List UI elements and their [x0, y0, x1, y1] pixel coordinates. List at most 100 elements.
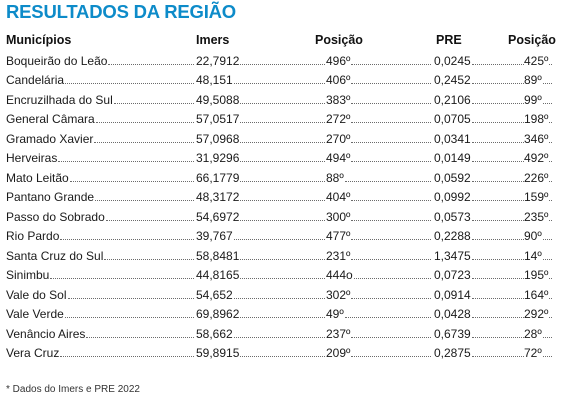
- cell-posicao-imers-text: 300º: [326, 209, 352, 225]
- cell-posicao-imers: 406º: [326, 69, 431, 88]
- table-row: Boqueirão do Leão 22,7912 496º 0,0245 425º: [0, 49, 569, 69]
- leader-dots: [50, 278, 194, 279]
- table-row: General Câmara 57,0517 272º 0,0705 198º: [0, 108, 569, 127]
- cell-pre-text: 0,0705: [434, 112, 472, 127]
- leader-dots: [240, 122, 351, 123]
- header-pre: PRE: [436, 33, 462, 47]
- cell-imers: 49,5088: [196, 88, 351, 108]
- cell-posicao-pre: 198º: [524, 108, 550, 127]
- leader-dots: [86, 336, 194, 338]
- leader-dots: [471, 200, 552, 201]
- cell-municipio-text: Sinimbu: [6, 268, 51, 283]
- header-municipios: Municípios: [6, 33, 72, 47]
- cell-posicao-pre-text: 164º: [524, 287, 550, 303]
- leader-dots: [240, 180, 351, 182]
- leader-dots: [471, 141, 552, 143]
- leader-dots: [65, 83, 194, 84]
- cell-posicao-pre-text: 159º: [524, 190, 550, 205]
- cell-municipio: Venâncio Aires: [6, 322, 194, 342]
- cell-imers: 54,6972: [196, 205, 351, 225]
- cell-imers: 31,9296: [196, 147, 351, 166]
- cell-posicao-pre-text: 89º: [524, 73, 543, 88]
- cell-posicao-imers: 477º: [326, 225, 431, 244]
- leader-dots: [233, 83, 351, 84]
- leader-dots: [95, 122, 194, 123]
- cell-posicao-imers: 270º: [326, 127, 431, 147]
- leader-dots: [471, 317, 552, 318]
- table-row: Vale Verde 69,8962 49º 0,0428 292º: [0, 303, 569, 322]
- cell-posicao-imers-text: 88º: [326, 170, 345, 186]
- cell-posicao-imers: 404º: [326, 186, 431, 205]
- leader-dots: [351, 258, 431, 260]
- cell-pre: 0,0992: [434, 186, 552, 205]
- cell-municipio-text: Venâncio Aires: [6, 326, 87, 342]
- leader-dots: [240, 161, 351, 162]
- table-row: Santa Cruz do Sul 58,8481 231º 1,3475 14º: [0, 244, 569, 264]
- cell-posicao-pre-text: 425º: [524, 53, 550, 69]
- cell-imers-text: 39,767: [196, 229, 234, 244]
- table-row: Vale do Sol 54,652 302º 0,0914 164º: [0, 283, 569, 303]
- cell-municipio: Santa Cruz do Sul: [6, 244, 194, 264]
- cell-pre-text: 0,0723: [434, 268, 472, 283]
- cell-municipio-text: Rio Pardo: [6, 229, 61, 244]
- leader-dots: [113, 102, 194, 104]
- leader-dots: [351, 356, 431, 357]
- cell-pre-text: 1,3475: [434, 248, 472, 264]
- leader-dots: [240, 63, 351, 65]
- cell-posicao-pre: 346º: [524, 127, 550, 147]
- cell-posicao-imers-text: 494º: [326, 151, 352, 166]
- cell-imers-text: 54,6972: [196, 209, 241, 225]
- cell-municipio-text: Mato Leitão: [6, 170, 70, 186]
- cell-posicao-pre-text: 99º: [524, 92, 543, 108]
- leader-dots: [104, 258, 194, 260]
- leader-dots: [351, 63, 431, 65]
- leader-dots: [471, 336, 552, 338]
- cell-posicao-pre: 72º: [524, 342, 548, 361]
- cell-pre-text: 0,2106: [434, 92, 472, 108]
- cell-posicao-imers-text: 406º: [326, 73, 352, 88]
- cell-pre: 0,0341: [434, 127, 552, 147]
- table-row: Passo do Sobrado 54,6972 300º 0,0573 235º: [0, 205, 569, 225]
- cell-pre: 0,6739: [434, 322, 552, 342]
- cell-posicao-pre-text: 28º: [524, 326, 543, 342]
- cell-pre: 0,2452: [434, 69, 552, 88]
- cell-posicao-imers-text: 272º: [326, 112, 352, 127]
- cell-posicao-imers-text: 237º: [326, 326, 352, 342]
- cell-imers: 48,3172: [196, 186, 351, 205]
- cell-imers: 54,652: [196, 283, 351, 303]
- table-row: Venâncio Aires 58,662 237º 0,6739 28º: [0, 322, 569, 342]
- cell-imers: 39,767: [196, 225, 351, 244]
- cell-posicao-imers-text: 444o: [326, 268, 354, 283]
- cell-posicao-imers: 231º: [326, 244, 431, 264]
- leader-dots: [233, 297, 351, 299]
- cell-posicao-pre: 89º: [524, 69, 548, 88]
- leader-dots: [471, 102, 552, 104]
- leader-dots: [240, 102, 351, 104]
- cell-municipio: Candelária: [6, 69, 194, 88]
- cell-posicao-imers-text: 477º: [326, 229, 352, 244]
- leader-dots: [471, 180, 552, 182]
- cell-imers-text: 58,662: [196, 326, 234, 342]
- leader-dots: [240, 278, 351, 279]
- cell-imers: 48,151: [196, 69, 351, 88]
- leader-dots: [351, 161, 431, 162]
- leader-dots: [471, 161, 552, 162]
- cell-posicao-pre-text: 292º: [524, 307, 550, 322]
- cell-posicao-imers-text: 209º: [326, 346, 352, 361]
- cell-pre: 0,0428: [434, 303, 552, 322]
- cell-pre-text: 0,6739: [434, 326, 472, 342]
- cell-imers-text: 57,0968: [196, 131, 241, 147]
- cell-imers: 57,0968: [196, 127, 351, 147]
- cell-posicao-imers: 88º: [326, 166, 431, 186]
- cell-posicao-pre: 28º: [524, 322, 548, 342]
- leader-dots: [344, 317, 431, 318]
- cell-posicao-pre: 492º: [524, 147, 550, 166]
- cell-pre: 0,2106: [434, 88, 552, 108]
- leader-dots: [240, 356, 351, 357]
- cell-pre-text: 0,0992: [434, 190, 472, 205]
- leader-dots: [108, 63, 194, 65]
- leader-dots: [351, 239, 431, 240]
- table-row: Mato Leitão 66,1779 88º 0,0592 226º: [0, 166, 569, 186]
- table-row: Rio Pardo 39,767 477º 0,2288 90º: [0, 225, 569, 244]
- cell-posicao-imers: 383º: [326, 88, 431, 108]
